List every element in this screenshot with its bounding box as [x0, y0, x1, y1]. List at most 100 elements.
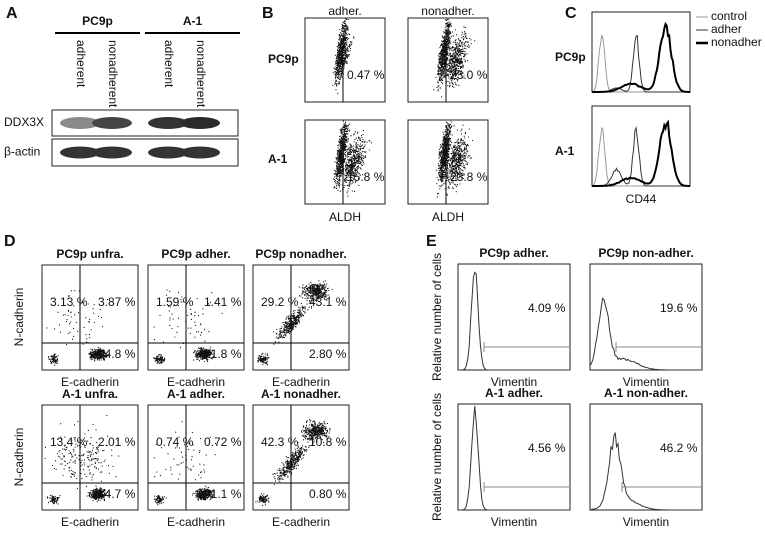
x-label: E-cadherin: [167, 515, 225, 529]
quadrant-value: 91.1 %: [204, 487, 242, 501]
gate-value: 0.47 %: [347, 68, 385, 82]
band: [60, 146, 100, 159]
dot-cloud: [255, 419, 331, 506]
quadrant-value: 1.41 %: [204, 295, 242, 309]
quadrant-value: 3.13 %: [50, 295, 88, 309]
x-label: CD44: [626, 192, 657, 206]
histogram: [591, 126, 690, 187]
plot-frame: [147, 404, 245, 511]
gate-value: 23.8 %: [450, 170, 488, 184]
panel-label: A: [6, 5, 18, 22]
y-label: Relative number of cells: [430, 393, 444, 521]
group-label: PC9p: [82, 14, 113, 28]
band: [180, 117, 220, 129]
y-label: N-cadherin: [12, 428, 26, 487]
band: [148, 117, 188, 129]
x-label: Vimentin: [491, 515, 537, 529]
quadrant-value: 71.8 %: [204, 347, 242, 361]
panel-label: C: [565, 5, 577, 22]
legend-label: nonadher: [711, 35, 762, 49]
gate-value: 4.09 %: [528, 301, 566, 315]
x-label: E-cadherin: [61, 515, 119, 529]
plot-frame: [589, 263, 703, 371]
x-label: E-cadherin: [61, 375, 119, 389]
gate-value: 4.56 %: [528, 441, 566, 455]
band: [148, 146, 188, 159]
quadrant-value: 74.7 %: [98, 487, 136, 501]
quadrant-value: 0.72 %: [204, 435, 242, 449]
gate: [483, 482, 570, 492]
blot-box: [51, 138, 239, 167]
plot-title: A-1 non-adher.: [604, 386, 688, 400]
histogram: [591, 34, 690, 93]
plot-title: PC9p unfra.: [56, 247, 123, 261]
dot-cloud: [433, 18, 476, 98]
plot-frame: [304, 17, 386, 103]
gate: [483, 342, 570, 352]
lane-label: nonadherent: [106, 40, 120, 108]
row-label: PC9p: [268, 52, 299, 66]
plot-title: PC9p adher.: [161, 247, 230, 261]
histogram: [589, 432, 702, 511]
plot-title: A-1 nonadher.: [261, 387, 341, 401]
panel-label: D: [4, 233, 16, 250]
group-label: A-1: [183, 14, 203, 28]
plot-frame: [304, 119, 386, 205]
dot-cloud: [435, 121, 474, 198]
x-label: ALDH: [329, 210, 361, 224]
x-label: E-cadherin: [167, 375, 225, 389]
quadrant-value: 2.80 %: [309, 347, 347, 361]
gate-value: 19.6 %: [660, 301, 698, 315]
row-label: DDX3X: [4, 115, 44, 129]
quadrant-value: 0.80 %: [309, 487, 347, 501]
quadrant-value: 0.74 %: [156, 435, 194, 449]
dot-cloud: [153, 421, 216, 506]
row-label: A-1: [555, 144, 575, 158]
plot-frame: [457, 263, 571, 371]
row-label: A-1: [268, 152, 288, 166]
panel-label: B: [262, 5, 274, 22]
x-label: E-cadherin: [272, 515, 330, 529]
quadrant-value: 43.1 %: [309, 295, 347, 309]
plot-title: PC9p adher.: [479, 246, 548, 260]
plot-frame: [147, 264, 245, 371]
plot-frame: [41, 404, 139, 511]
lane-label: adherent: [162, 40, 176, 88]
histogram: [458, 271, 570, 371]
gate-value: 15.8 %: [347, 170, 385, 184]
legend-label: adher: [711, 22, 742, 36]
plot-frame: [407, 17, 489, 103]
quadrant-value: 1.59 %: [156, 295, 194, 309]
plot-title: A-1 unfra.: [62, 387, 118, 401]
band: [92, 146, 132, 159]
x-label: Vimentin: [623, 375, 669, 389]
quadrant-value: 3.87 %: [98, 295, 136, 309]
plot-frame: [252, 404, 350, 511]
blot-box: [51, 109, 239, 137]
quadrant-value: 29.2 %: [261, 295, 299, 309]
histogram: [458, 406, 570, 511]
plot-title: PC9p non-adher.: [598, 246, 693, 260]
lane-label: adherent: [74, 40, 88, 88]
row-label: β-actin: [4, 145, 40, 159]
histogram: [589, 297, 702, 371]
dot-cloud: [44, 414, 120, 505]
plot-frame: [41, 264, 139, 371]
dot-cloud: [46, 290, 109, 366]
plot-frame: [252, 264, 350, 371]
gate-value: 46.2 %: [660, 441, 698, 455]
panel-label: E: [426, 233, 437, 250]
x-label: Vimentin: [623, 515, 669, 529]
quadrant-value: 74.8 %: [98, 347, 136, 361]
column-title: adher.: [328, 4, 361, 18]
column-title: nonadher.: [421, 4, 474, 18]
x-label: E-cadherin: [272, 375, 330, 389]
histogram: [592, 34, 690, 93]
y-label: Relative number of cells: [430, 253, 444, 381]
quadrant-value: 2.01 %: [98, 435, 136, 449]
gate: [621, 482, 702, 492]
x-label: ALDH: [432, 210, 464, 224]
quadrant-value: 10.8 %: [309, 435, 347, 449]
plot-title: A-1 adher.: [167, 387, 225, 401]
